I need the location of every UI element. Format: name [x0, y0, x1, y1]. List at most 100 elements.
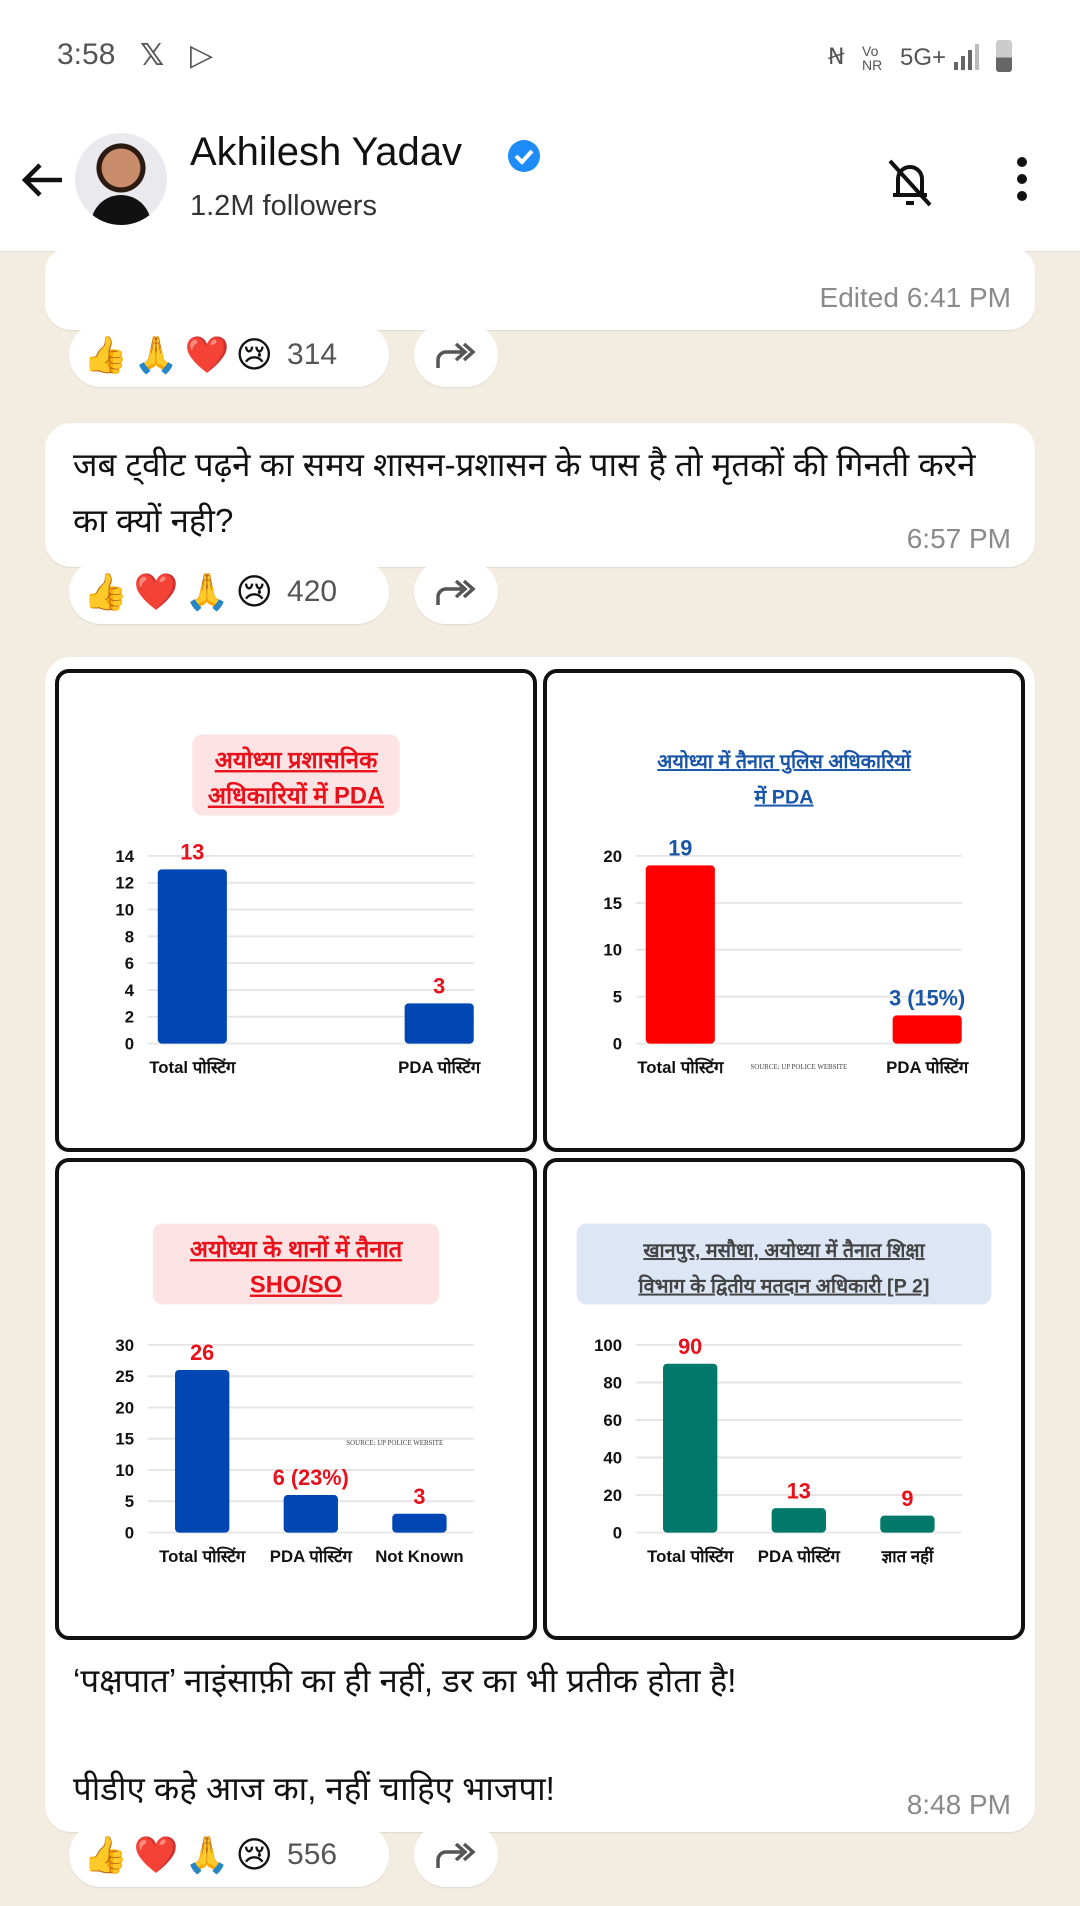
data-label: 26: [190, 1340, 214, 1365]
nfc-icon: Ꞥ: [828, 44, 845, 69]
channel-name[interactable]: Akhilesh Yadav: [190, 130, 463, 174]
y-tick-label: 2: [125, 1008, 134, 1027]
avatar[interactable]: [75, 133, 167, 225]
reactions-pill[interactable]: 👍 ❤️ 🙏 😢 420: [69, 560, 389, 624]
reaction-emoji: 😢: [235, 1834, 274, 1875]
forward-button[interactable]: [414, 560, 498, 624]
message-text-line: पीडीए कहे आज का, नहीं चाहिए भाजपा!: [73, 1770, 555, 1807]
reaction-emoji: 🙏: [184, 1834, 230, 1875]
reaction-count: 314: [287, 338, 338, 371]
data-label: 3 (15%): [889, 986, 965, 1011]
chart-title: में PDA: [754, 785, 814, 809]
y-tick-label: 10: [115, 1460, 134, 1479]
data-label: 90: [678, 1333, 702, 1358]
y-tick-label: 30: [115, 1335, 134, 1354]
reaction-emoji: 😢: [235, 571, 274, 612]
bar: [645, 865, 715, 1044]
forward-icon: [436, 579, 476, 605]
data-label: 6 (23%): [273, 1465, 349, 1490]
x-tick-label: Total पोस्टिंग: [159, 1546, 246, 1566]
y-tick-label: 0: [125, 1034, 134, 1053]
reaction-emoji: 👍: [83, 1834, 128, 1875]
mute-button[interactable]: [884, 155, 936, 216]
bar: [175, 1369, 230, 1533]
more-options-button[interactable]: [1010, 155, 1034, 208]
bar: [157, 869, 227, 1044]
message-text-line: ‘पक्षपात’ नाइंसाफ़ी का ही नहीं, डर का भी…: [73, 1662, 737, 1699]
reaction-emoji: 👍: [83, 334, 128, 375]
play-store-icon: ▷: [190, 39, 214, 72]
x-tick-label: PDA पोस्टिंग: [270, 1546, 353, 1566]
reaction-emoji: ❤️: [133, 571, 179, 612]
source-note: SOURCE: UP POLICE WEBSITE: [346, 1440, 443, 1447]
y-tick-label: 14: [115, 847, 134, 866]
x-tick-label: PDA पोस्टिंग: [758, 1546, 841, 1566]
bar: [771, 1507, 826, 1533]
y-tick-label: 8: [125, 927, 134, 946]
y-tick-label: 10: [115, 900, 134, 919]
image-collage[interactable]: अयोध्या प्रशासनिक अधिकारियों में PDA 0 2 4 6 8…: [55, 669, 1025, 1640]
data-label: 13: [787, 1478, 811, 1503]
channel-header: 3:58 𝕏 ▷ Ꞥ Vo NR 5G+ Akhilesh Yadav 1.2M…: [0, 0, 1080, 252]
y-tick-label: 5: [613, 988, 622, 1007]
x-tick-label: Total पोस्टिंग: [149, 1057, 236, 1077]
reactions-pill[interactable]: 👍 🙏 ❤️ 😢 314: [69, 323, 389, 387]
y-tick-label: 4: [125, 981, 135, 1000]
y-tick-label: 20: [115, 1398, 134, 1417]
bar: [663, 1363, 718, 1533]
message-time: 6:57 PM: [906, 523, 1011, 554]
data-label: 3: [433, 973, 445, 998]
source-note: SOURCE: UP POLICE WEBSITE: [750, 1064, 847, 1071]
bar: [892, 1015, 962, 1044]
chart-title: अधिकारियों में PDA: [208, 782, 384, 810]
chart-title: अयोध्या में तैनात पुलिस अधिकारियों: [657, 749, 911, 774]
chart-panel-polling-officers[interactable]: खानपुर, मसौधा, अयोध्या में तैनात शिक्षा व…: [543, 1157, 1025, 1640]
forward-button[interactable]: [414, 323, 498, 387]
chart-title: अयोध्या के थानों में तैनात: [190, 1235, 404, 1263]
x-tick-label: ज्ञात नहीं: [881, 1546, 935, 1566]
chart-title-bg: [152, 1222, 440, 1304]
more-vert-icon: [1017, 157, 1027, 201]
status-time: 3:58: [57, 38, 116, 71]
forward-icon: [436, 342, 476, 368]
bar: [392, 1513, 447, 1533]
chart-title-bg: [576, 1222, 992, 1304]
chart-title: SHO/SO: [250, 1272, 342, 1298]
reaction-count: 556: [287, 1838, 338, 1871]
followers-count: 1.2M followers: [190, 190, 377, 222]
y-tick-label: 15: [603, 894, 622, 913]
message-text: जब ट्वीट पढ़ने का समय शासन-प्रशासन के पा…: [73, 446, 976, 539]
y-tick-label: 20: [603, 1485, 622, 1504]
chart-title-bg: [192, 734, 400, 816]
reaction-emoji: ❤️: [133, 1834, 179, 1875]
message-time: Edited 6:41 PM: [819, 282, 1011, 313]
reaction-emoji: ❤️: [184, 334, 230, 375]
forward-icon: [436, 1842, 476, 1868]
reaction-emoji: 🙏: [133, 334, 179, 375]
chart-panel-sho-so[interactable]: अयोध्या के थानों में तैनात SHO/SO 0 5 10 15 20…: [55, 1157, 537, 1640]
y-tick-label: 15: [115, 1429, 134, 1448]
reaction-emoji: 😢: [235, 334, 274, 375]
forward-button[interactable]: [414, 1823, 498, 1887]
chart-title: विभाग के द्वितीय मतदान अधिकारी [P 2]: [637, 1273, 929, 1297]
y-tick-label: 0: [125, 1523, 134, 1542]
x-tick-label: Not Known: [375, 1547, 463, 1566]
chart-panel-admin-officers[interactable]: अयोध्या प्रशासनिक अधिकारियों में PDA 0 2 4 6 8…: [55, 669, 537, 1152]
x-tick-label: PDA पोस्टिंग: [398, 1057, 481, 1077]
y-tick-label: 5: [125, 1492, 134, 1511]
bar: [880, 1515, 935, 1533]
y-tick-label: 60: [603, 1410, 622, 1429]
data-label: 19: [668, 835, 692, 860]
back-button[interactable]: [18, 156, 66, 209]
message-bubble: Edited 6:41 PM: [45, 246, 1035, 330]
arrow-left-icon: [21, 163, 62, 197]
signal-icon: [950, 44, 980, 70]
chart-title: खानपुर, मसौधा, अयोध्या में तैनात शिक्षा: [642, 1238, 925, 1263]
x-app-icon: 𝕏: [140, 39, 165, 72]
chart-panel-police-officers[interactable]: अयोध्या में तैनात पुलिस अधिकारियों में PD…: [543, 669, 1025, 1152]
message-bubble-with-image: अयोध्या प्रशासनिक अधिकारियों में PDA 0 2 4 6 8…: [45, 657, 1035, 1832]
reactions-pill[interactable]: 👍 ❤️ 🙏 😢 556: [69, 1823, 389, 1887]
x-tick-label: Total पोस्टिंग: [637, 1057, 724, 1077]
data-label: 3: [413, 1483, 425, 1508]
y-tick-label: 0: [613, 1523, 622, 1542]
